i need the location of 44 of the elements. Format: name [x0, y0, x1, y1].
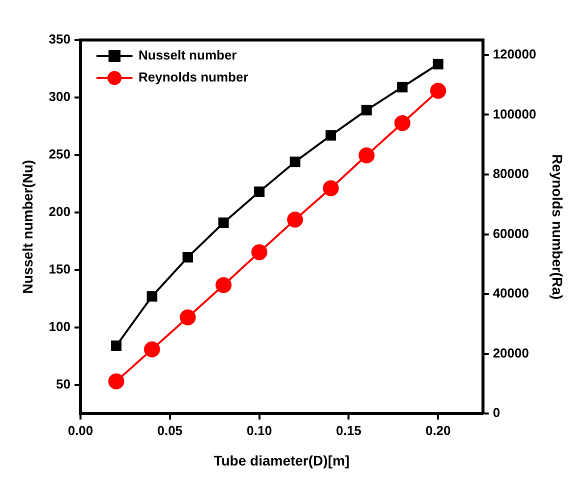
y2-tick-label: 60000: [492, 226, 529, 241]
point: [432, 58, 444, 70]
y2-tick-label: 100000: [492, 106, 536, 122]
point: [180, 309, 196, 326]
point: [430, 82, 446, 99]
legend-label: Reynolds number: [138, 70, 248, 85]
y-tick-label: 350: [48, 32, 70, 47]
point: [146, 291, 158, 302]
x-axis-title: Tube diameter(D)[m]: [214, 452, 350, 468]
point: [144, 341, 160, 358]
point: [111, 340, 122, 352]
x-tick-label: 0.00: [68, 422, 94, 438]
point: [290, 156, 300, 168]
point: [326, 130, 336, 141]
point: [287, 212, 304, 228]
x-tick-label: 0.10: [246, 422, 272, 438]
point: [218, 218, 229, 228]
point: [182, 252, 194, 263]
y2-tick-label: 120000: [492, 46, 536, 62]
point: [216, 277, 232, 294]
point: [108, 373, 124, 390]
legend-label: Nusselt number: [138, 48, 237, 63]
y-tick-label: 300: [48, 89, 70, 104]
y-tick-label: 150: [48, 261, 70, 276]
point: [251, 244, 268, 260]
y2-tick-label: 40000: [492, 286, 529, 301]
y2-tick-label: 80000: [492, 166, 529, 182]
x-tick-label: 0.05: [157, 422, 183, 438]
x-tick-label: 0.15: [336, 422, 362, 438]
y-tick-label: 200: [48, 204, 70, 220]
y2-axis-title: Reynolds number(Ra): [550, 154, 566, 300]
point: [397, 82, 408, 92]
y-tick-label: 100: [48, 318, 70, 334]
y-axis-title: Nusselt number(Nu): [19, 160, 36, 294]
point: [394, 115, 410, 132]
point: [254, 186, 265, 197]
point: [361, 104, 372, 116]
y2-tick-label: 0: [492, 405, 500, 420]
point: [358, 147, 375, 164]
point: [322, 180, 339, 196]
y-tick-label: 50: [56, 376, 70, 392]
y-tick-label: 250: [48, 146, 70, 162]
x-tick-label: 0.20: [425, 422, 451, 438]
y2-tick-label: 20000: [492, 345, 529, 360]
